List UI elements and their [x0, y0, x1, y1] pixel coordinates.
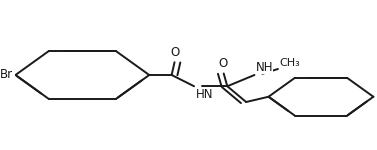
- Text: O: O: [219, 57, 228, 70]
- Text: CH₃: CH₃: [279, 58, 300, 68]
- Text: O: O: [171, 45, 180, 58]
- Text: Br: Br: [0, 69, 12, 81]
- Text: HN: HN: [196, 88, 213, 101]
- Text: NH: NH: [256, 61, 273, 74]
